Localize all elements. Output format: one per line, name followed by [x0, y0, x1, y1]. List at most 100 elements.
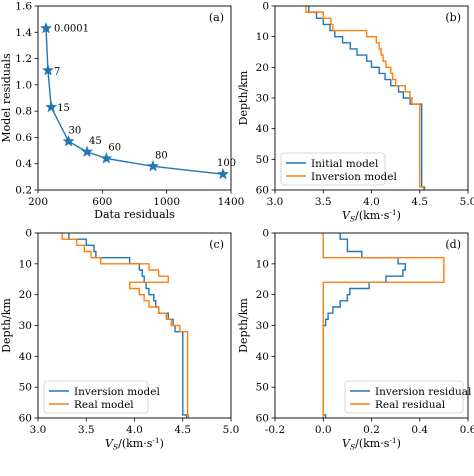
data-point-star [41, 64, 55, 76]
x-tick-label: 0.0 [315, 424, 332, 436]
data-point-label: 80 [155, 150, 168, 161]
data-point-label: 30 [69, 125, 82, 136]
x-tick-label: 4.5 [411, 196, 428, 208]
x-label-unit: /(km·s [355, 209, 390, 222]
data-point-label: 60 [108, 142, 121, 153]
x-label-superscript: -1 [389, 208, 396, 217]
y-tick-label: 1.0 [15, 79, 32, 91]
x-tick-label: 3.0 [267, 196, 284, 208]
y-tick-label: 30 [256, 93, 269, 105]
x-axis-label: VS/(km·s-1) [342, 436, 401, 452]
y-tick-label: 20 [19, 289, 32, 301]
x-tick-label: 1000 [153, 196, 180, 208]
x-axis-label: Data residuals [94, 208, 175, 221]
panel-a: 0.0001 7 15 30 45 60 80 100 200 600 1000 1400 0.2 0.4… [0, 1, 244, 222]
x-tick-label: 4.5 [174, 424, 191, 436]
x-tick-label: 200 [28, 196, 48, 208]
y-tick-label: 40 [256, 123, 269, 135]
x-label-superscript: -1 [389, 436, 396, 445]
x-label-symbol: V [342, 209, 351, 222]
series-line-real-residual [322, 233, 445, 418]
panel-label: (a) [209, 11, 224, 24]
y-tick-label: 1.6 [15, 1, 32, 13]
y-tick-label: 50 [256, 382, 269, 394]
data-point-label: 15 [57, 103, 70, 114]
y-tick-label: 20 [256, 62, 269, 74]
y-tick-label: 50 [256, 154, 269, 166]
data-point-label: 100 [217, 158, 236, 169]
x-label-superscript: -1 [152, 436, 159, 445]
x-label-close: ) [397, 437, 401, 450]
data-point-star [39, 21, 53, 34]
data-point-label: 7 [54, 66, 60, 77]
y-tick-label: 0.8 [15, 106, 32, 118]
x-tick-label: 4.0 [363, 196, 380, 208]
legend-box [43, 380, 149, 414]
panel-label: (b) [445, 11, 461, 24]
y-tick-label: 0 [262, 228, 269, 240]
series-line-real-model [61, 233, 190, 418]
legend-label: Real residual [375, 399, 446, 411]
y-tick-label: 10 [19, 258, 32, 270]
x-label-symbol: V [342, 437, 351, 450]
y-tick-label: 0.4 [15, 158, 32, 170]
x-label-subscript: S [113, 443, 118, 452]
series-line-inversion-residual [322, 233, 406, 418]
y-tick-label: 10 [256, 31, 269, 43]
data-point-label: 45 [89, 136, 102, 147]
y-axis-label: Depth/km [237, 298, 250, 353]
y-axis-label: Model residuals [0, 53, 13, 143]
y-tick-label: 0.6 [15, 132, 32, 144]
axes-frame [37, 5, 232, 191]
legend-box [344, 380, 464, 414]
legend-label: Inversion model [74, 386, 160, 398]
y-tick-label: 40 [256, 351, 269, 363]
y-tick-label: 1.4 [15, 27, 32, 39]
y-tick-label: 30 [19, 320, 32, 332]
x-tick-label: 1400 [218, 196, 245, 208]
legend-label: Inversion model [311, 171, 397, 183]
y-tick-label: 10 [256, 258, 269, 270]
x-tick-label: 3.5 [315, 196, 332, 208]
x-tick-label: 0.6 [460, 424, 474, 436]
legend-label: Inversion residual [375, 386, 472, 398]
y-tick-label: 60 [256, 413, 269, 425]
y-tick-label: 40 [19, 351, 32, 363]
legend-box [280, 152, 386, 186]
y-tick-label: 30 [256, 320, 269, 332]
y-tick-label: 0 [25, 228, 32, 240]
series-line-inversion-model [305, 6, 425, 190]
x-tick-label: 4.0 [126, 424, 143, 436]
x-tick-label: 5.0 [460, 196, 474, 208]
y-tick-label: 0.2 [15, 185, 32, 197]
y-tick-label: 20 [256, 289, 269, 301]
x-label-close: ) [160, 437, 164, 450]
x-label-symbol: V [105, 437, 114, 450]
x-label-unit: /(km·s [355, 437, 390, 450]
x-label-close: ) [397, 209, 401, 222]
data-point-star [62, 134, 75, 147]
panel-label: (c) [209, 238, 224, 251]
data-point-star [45, 100, 58, 113]
x-tick-label: 5.0 [223, 424, 240, 436]
x-axis-label: VS/(km·s-1) [105, 436, 164, 452]
y-tick-label: 1.2 [15, 53, 32, 65]
x-label-subscript: S [350, 215, 355, 224]
y-tick-label: 60 [19, 413, 32, 425]
data-point-star [146, 159, 160, 172]
y-axis-label: Depth/km [0, 298, 13, 353]
x-tick-label: 0.4 [411, 424, 428, 436]
legend-label: Real model [74, 399, 134, 411]
x-tick-label: 600 [92, 196, 112, 208]
legend-label: Initial model [311, 158, 379, 170]
y-tick-label: 60 [256, 185, 269, 197]
y-tick-label: 0 [262, 1, 269, 13]
series-line-initial-model [308, 6, 426, 190]
